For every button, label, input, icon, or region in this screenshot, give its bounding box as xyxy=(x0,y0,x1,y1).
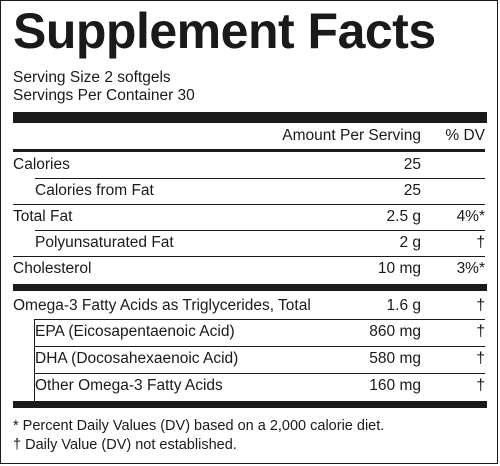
percent-dv-footnote: * Percent Daily Values (DV) based on a 2… xyxy=(13,418,385,434)
nutrient-name: Calories xyxy=(13,156,70,173)
table-row: Other Omega-3 Fatty Acids 160 mg † xyxy=(1,373,499,399)
nutrient-name: Polyunsaturated Fat xyxy=(35,234,174,251)
row-divider xyxy=(35,373,485,374)
thick-divider-bottom xyxy=(13,401,487,408)
serving-size: Serving Size 2 softgels xyxy=(13,69,171,86)
nutrient-amount: 25 xyxy=(403,156,421,173)
nutrient-name: EPA (Eicosapentaenoic Acid) xyxy=(35,323,235,340)
nutrient-name: Omega-3 Fatty Acids as Triglycerides, To… xyxy=(13,297,311,314)
table-row: DHA (Docosahexaenoic Acid) 580 mg † xyxy=(1,346,499,372)
nutrient-amount: 2 g xyxy=(399,234,421,251)
row-divider xyxy=(35,230,485,231)
header-divider xyxy=(13,149,485,152)
thick-divider-top xyxy=(13,112,487,123)
table-row: Polyunsaturated Fat 2 g † xyxy=(1,230,499,256)
table-row: Omega-3 Fatty Acids as Triglycerides, To… xyxy=(1,293,499,319)
nutrient-dv: 3%* xyxy=(456,260,485,277)
table-row: Calories 25 xyxy=(1,152,499,178)
table-header: Amount Per Serving % DV xyxy=(1,123,499,149)
nutrient-dv: 4%* xyxy=(456,208,485,225)
nutrient-dv: † xyxy=(476,323,485,340)
servings-per-container: Servings Per Container 30 xyxy=(13,87,195,104)
nutrient-name: Cholesterol xyxy=(13,260,92,277)
table-row: Cholesterol 10 mg 3%* xyxy=(1,256,499,282)
nutrient-amount: 2.5 g xyxy=(386,208,421,225)
nutrient-name: Other Omega-3 Fatty Acids xyxy=(35,377,223,394)
row-divider xyxy=(35,178,485,179)
row-divider xyxy=(35,319,485,320)
nutrient-name: Total Fat xyxy=(13,208,73,225)
nutrient-amount: 25 xyxy=(403,182,421,199)
nutrient-amount: 580 mg xyxy=(369,350,421,367)
table-row: Total Fat 2.5 g 4%* xyxy=(1,204,499,230)
table-row: EPA (Eicosapentaenoic Acid) 860 mg † xyxy=(1,319,499,345)
row-divider xyxy=(35,346,485,347)
row-divider xyxy=(13,204,485,205)
percent-dv-header: % DV xyxy=(445,127,485,144)
nutrient-amount: 10 mg xyxy=(377,260,421,277)
dagger-footnote: † Daily Value (DV) not established. xyxy=(13,437,237,453)
panel-title: Supplement Facts xyxy=(13,3,436,59)
nutrient-dv: † xyxy=(476,377,485,394)
nutrient-dv: † xyxy=(476,234,485,251)
indent-column-rule xyxy=(34,319,35,401)
thick-divider-middle xyxy=(13,284,487,291)
row-divider xyxy=(13,256,485,257)
amount-per-serving-header: Amount Per Serving xyxy=(282,127,421,144)
nutrient-name: Calories from Fat xyxy=(35,182,154,199)
nutrient-dv: † xyxy=(476,350,485,367)
nutrient-name: DHA (Docosahexaenoic Acid) xyxy=(35,350,239,367)
nutrient-dv: † xyxy=(476,297,485,314)
nutrient-amount: 1.6 g xyxy=(386,297,421,314)
table-row: Calories from Fat 25 xyxy=(1,178,499,204)
nutrient-amount: 860 mg xyxy=(369,323,421,340)
nutrient-amount: 160 mg xyxy=(369,377,421,394)
